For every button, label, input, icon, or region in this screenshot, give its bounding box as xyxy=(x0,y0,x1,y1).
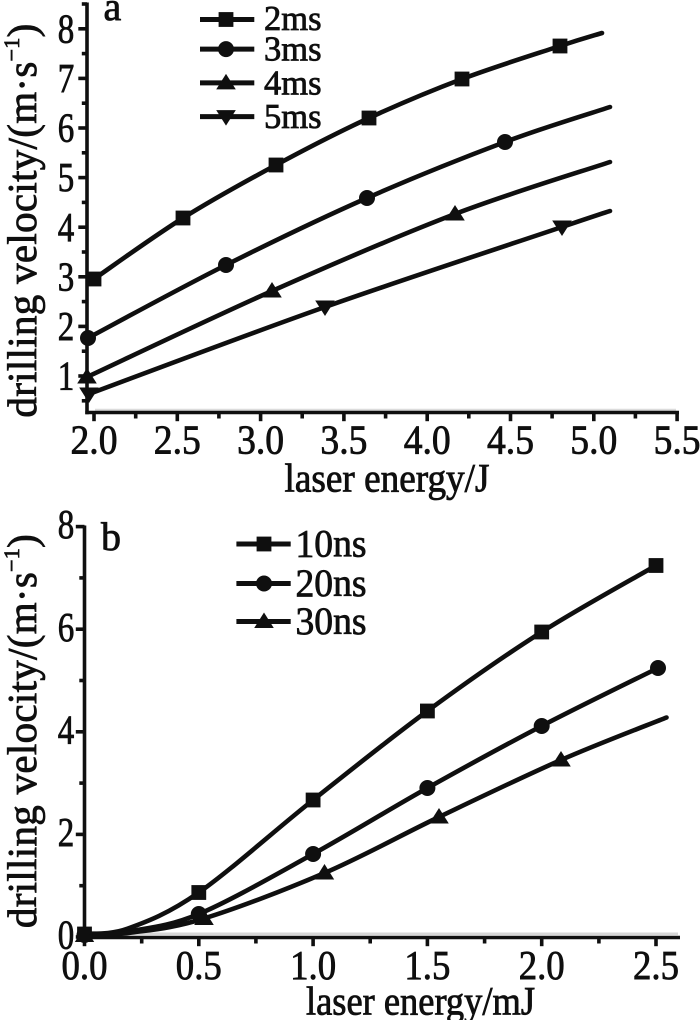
svg-text:2.5: 2.5 xyxy=(633,942,679,988)
svg-text:laser energy/J: laser energy/J xyxy=(285,456,490,501)
svg-text:20ns: 20ns xyxy=(296,562,367,605)
svg-text:5.0: 5.0 xyxy=(570,417,617,463)
svg-text:5.5: 5.5 xyxy=(654,417,700,463)
svg-text:10ns: 10ns xyxy=(296,523,367,566)
svg-text:1.0: 1.0 xyxy=(290,942,336,988)
svg-text:3: 3 xyxy=(58,253,75,299)
svg-text:drilling velocity/(m·s−1): drilling velocity/(m·s−1) xyxy=(0,534,45,928)
svg-text:5: 5 xyxy=(58,154,75,200)
svg-text:4: 4 xyxy=(58,204,75,250)
svg-text:4: 4 xyxy=(58,706,75,752)
svg-text:3.0: 3.0 xyxy=(237,417,284,463)
svg-text:6: 6 xyxy=(58,105,75,151)
svg-text:7: 7 xyxy=(58,55,75,101)
svg-text:1.5: 1.5 xyxy=(404,942,450,988)
svg-text:2.0: 2.0 xyxy=(519,942,565,988)
svg-text:laser energy/mJ: laser energy/mJ xyxy=(306,979,535,1020)
svg-text:0: 0 xyxy=(58,912,75,958)
svg-text:2ms: 2ms xyxy=(264,0,322,38)
svg-text:5ms: 5ms xyxy=(264,97,322,136)
svg-text:8: 8 xyxy=(58,501,75,547)
svg-text:3ms: 3ms xyxy=(264,30,322,69)
svg-text:b: b xyxy=(101,514,121,559)
svg-text:4ms: 4ms xyxy=(264,63,322,102)
svg-text:drilling velocity/(m·s−1): drilling velocity/(m·s−1) xyxy=(0,23,45,417)
svg-text:8: 8 xyxy=(58,5,75,51)
svg-text:6: 6 xyxy=(58,604,75,650)
svg-text:3.5: 3.5 xyxy=(320,417,367,463)
svg-text:2.5: 2.5 xyxy=(154,417,201,463)
svg-text:2.0: 2.0 xyxy=(71,417,118,463)
svg-text:4.5: 4.5 xyxy=(487,417,534,463)
svg-text:30ns: 30ns xyxy=(296,600,367,643)
svg-text:0.5: 0.5 xyxy=(176,942,222,988)
svg-text:0.0: 0.0 xyxy=(62,942,108,988)
svg-text:2: 2 xyxy=(58,809,75,855)
svg-text:1: 1 xyxy=(58,353,75,399)
svg-text:4.0: 4.0 xyxy=(404,417,451,463)
svg-text:2: 2 xyxy=(58,303,75,349)
svg-text:a: a xyxy=(104,0,122,29)
